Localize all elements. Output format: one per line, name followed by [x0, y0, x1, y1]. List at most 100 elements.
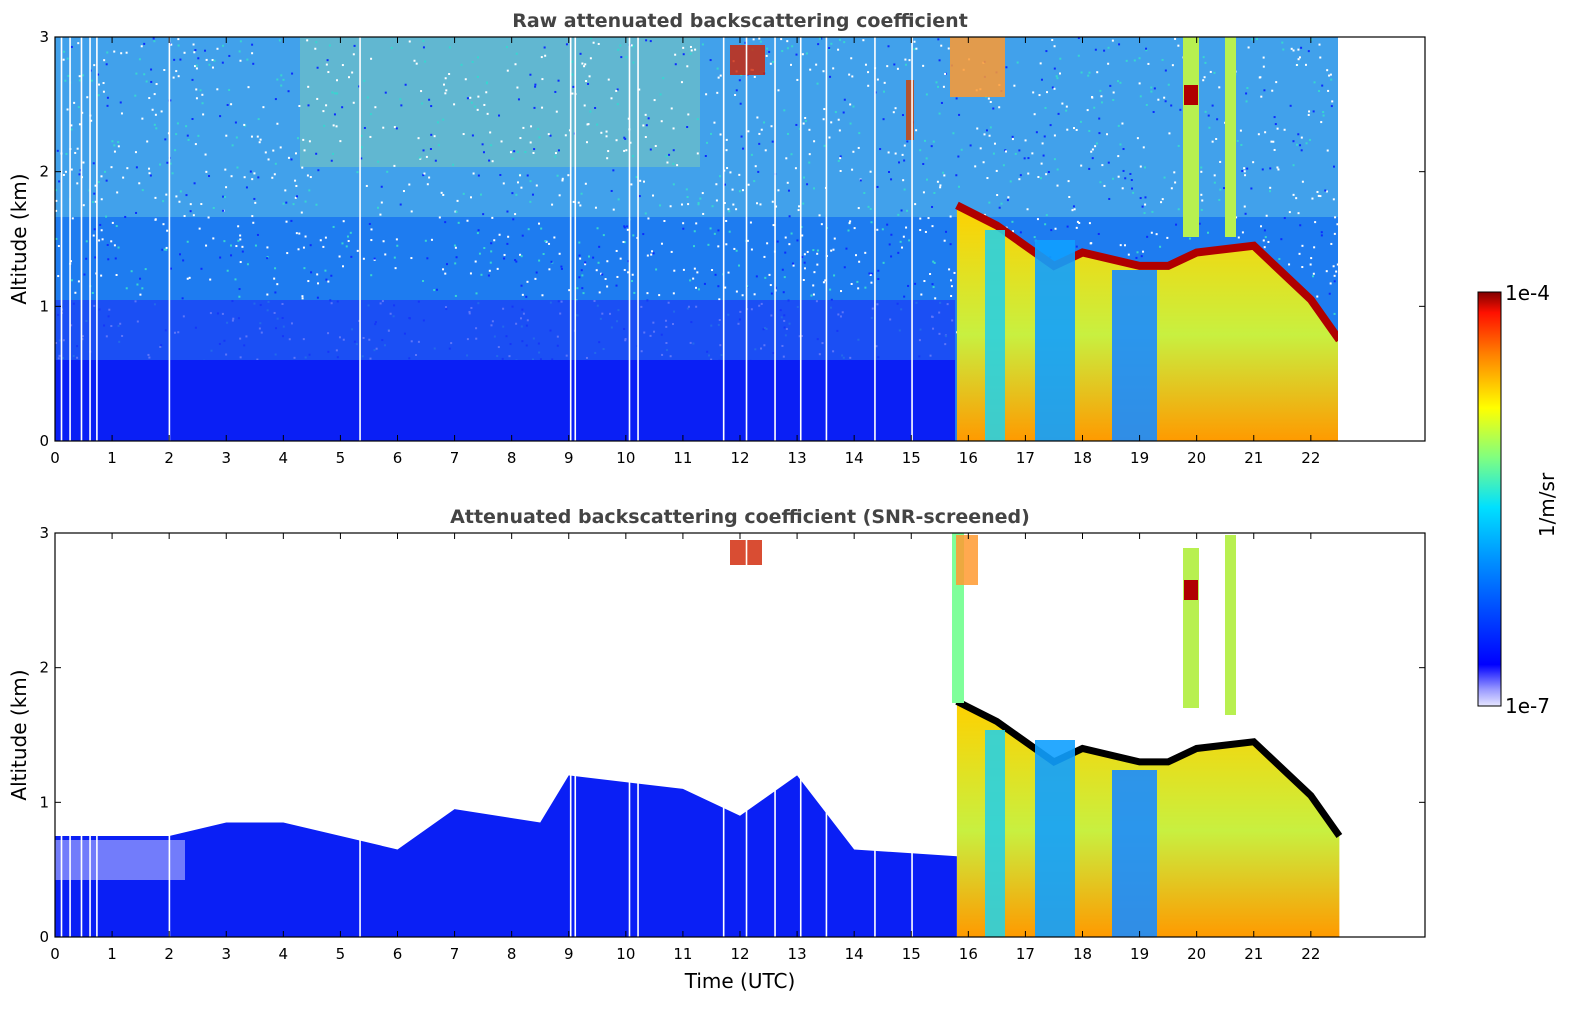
- noise-pixel: [668, 153, 671, 156]
- noise-pixel: [521, 234, 524, 237]
- noise-pixel: [1157, 98, 1160, 101]
- noise-pixel: [870, 272, 873, 275]
- noise-pixel: [194, 49, 197, 52]
- noise-pixel: [693, 230, 696, 233]
- noise-pixel: [830, 42, 833, 45]
- noise-pixel: [309, 244, 312, 247]
- noise-pixel: [541, 106, 544, 109]
- noise-pixel: [486, 112, 489, 115]
- noise-pixel: [1059, 57, 1062, 60]
- noise-pixel: [565, 43, 568, 46]
- noise-pixel: [568, 289, 571, 292]
- noise-pixel: [213, 59, 216, 62]
- noise-pixel: [77, 280, 80, 283]
- noise-pixel: [1046, 91, 1049, 94]
- noise-pixel: [323, 124, 326, 127]
- noise-pixel: [532, 151, 535, 154]
- noise-pixel: [1179, 108, 1182, 111]
- noise-pixel: [74, 151, 77, 154]
- noise-pixel: [322, 110, 325, 113]
- noise-pixel: [749, 221, 752, 224]
- noise-pixel: [176, 122, 179, 125]
- noise-pixel: [540, 227, 543, 230]
- noise-pixel: [763, 255, 766, 258]
- noise-pixel: [67, 74, 70, 77]
- noise-pixel: [615, 139, 618, 142]
- x-tick-label: 16: [959, 945, 978, 963]
- noise-pixel: [292, 203, 295, 206]
- noise-pixel: [1320, 234, 1323, 237]
- noise-pixel: [795, 53, 798, 56]
- noise-pixel: [171, 172, 174, 175]
- noise-pixel: [802, 278, 805, 281]
- noise-pixel: [619, 257, 622, 260]
- noise-pixel: [717, 229, 720, 232]
- noise-pixel: [1159, 245, 1162, 248]
- noise-pixel: [1275, 81, 1278, 84]
- noise-pixel: [1045, 214, 1048, 217]
- noise-pixel: [976, 127, 979, 130]
- noise-pixel: [1068, 195, 1071, 198]
- noise-pixel: [1141, 205, 1144, 208]
- noise-pixel: [915, 47, 918, 50]
- noise-pixel: [1295, 143, 1298, 146]
- noise-pixel: [958, 185, 961, 188]
- noise-pixel: [287, 90, 290, 93]
- noise-pixel: [455, 256, 458, 259]
- noise-pixel: [1098, 132, 1101, 135]
- data-gap-streak: [168, 37, 171, 441]
- noise-pixel: [1272, 140, 1275, 143]
- noise-pixel: [1219, 160, 1222, 163]
- noise-pixel: [271, 176, 274, 179]
- colorbar-max-label: 1e-4: [1505, 281, 1550, 305]
- noise-pixel: [511, 157, 514, 160]
- noise-pixel: [469, 272, 472, 275]
- noise-pixel: [1002, 164, 1005, 167]
- noise-pixel: [274, 98, 277, 101]
- top-no-data-region: [1338, 37, 1425, 441]
- noise-pixel: [1207, 114, 1210, 117]
- noise-pixel: [883, 90, 886, 93]
- x-tick-label: 21: [1244, 945, 1263, 963]
- noise-pixel: [106, 243, 109, 246]
- noise-pixel: [616, 103, 619, 106]
- noise-pixel: [193, 51, 196, 54]
- noise-pixel: [897, 213, 900, 216]
- noise-pixel: [195, 97, 198, 100]
- noise-pixel: [148, 97, 151, 100]
- noise-pixel: [99, 223, 102, 226]
- noise-pixel: [509, 151, 512, 154]
- noise-pixel: [581, 274, 584, 277]
- noise-pixel: [876, 185, 879, 188]
- noise-pixel: [1273, 148, 1276, 151]
- noise-pixel: [697, 288, 700, 291]
- noise-pixel: [560, 265, 563, 268]
- noise-pixel: [1049, 124, 1052, 127]
- noise-pixel: [126, 167, 129, 170]
- x-tick-label: 3: [221, 945, 231, 963]
- noise-pixel: [457, 221, 460, 224]
- noise-pixel: [1036, 218, 1039, 221]
- noise-pixel: [930, 145, 933, 148]
- noise-pixel: [855, 254, 858, 257]
- noise-pixel: [571, 73, 574, 76]
- noise-pixel: [663, 220, 666, 223]
- noise-pixel: [1039, 62, 1042, 65]
- noise-pixel: [97, 94, 100, 97]
- noise-pixel: [701, 43, 704, 46]
- data-gap-streak: [89, 533, 91, 937]
- noise-pixel: [1326, 149, 1329, 152]
- noise-pixel: [803, 267, 806, 270]
- noise-pixel: [1117, 124, 1120, 127]
- noise-pixel: [790, 232, 793, 235]
- noise-pixel: [422, 40, 425, 43]
- noise-pixel: [1075, 245, 1078, 248]
- noise-pixel: [335, 125, 338, 128]
- noise-pixel: [382, 126, 385, 129]
- noise-pixel: [697, 203, 700, 206]
- noise-pixel: [152, 37, 155, 40]
- noise-pixel: [252, 62, 255, 65]
- noise-pixel: [514, 63, 517, 66]
- noise-pixel: [1202, 56, 1205, 59]
- noise-pixel: [772, 224, 775, 227]
